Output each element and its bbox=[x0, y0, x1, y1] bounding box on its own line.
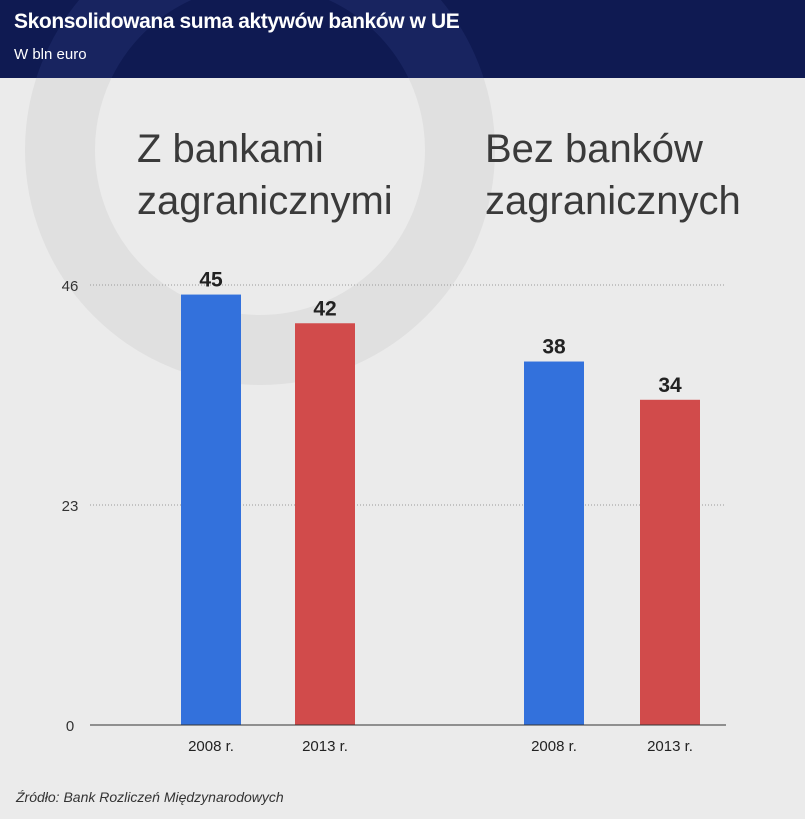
x-axis-labels: 2008 r. 2013 r. 2008 r. 2013 r. bbox=[188, 738, 693, 755]
y-axis-ticks: 0 23 46 bbox=[62, 278, 79, 735]
bars: 45 42 38 34 bbox=[181, 269, 700, 725]
y-tick-label: 0 bbox=[66, 718, 74, 735]
chart-header: Skonsolidowana suma aktywów banków w UE … bbox=[0, 0, 805, 78]
chart-title: Skonsolidowana suma aktywów banków w UE bbox=[14, 10, 460, 33]
group-title-line: Bez banków bbox=[485, 127, 703, 171]
group-title-line: zagranicznymi bbox=[137, 179, 393, 223]
x-category-label: 2013 r. bbox=[647, 738, 693, 755]
source-note: Źródło: Bank Rozliczeń Międzynarodowych bbox=[16, 789, 284, 805]
x-category-label: 2008 r. bbox=[188, 738, 234, 755]
bar bbox=[524, 361, 584, 725]
bar-value-label: 42 bbox=[313, 297, 336, 320]
y-tick-label: 46 bbox=[62, 278, 79, 295]
group-title-line: Z bankami bbox=[137, 127, 324, 171]
bar-value-label: 45 bbox=[199, 269, 223, 292]
watermark-ring bbox=[25, 78, 495, 385]
y-tick-label: 23 bbox=[62, 498, 79, 515]
bar bbox=[640, 399, 700, 725]
group-title-line: zagranicznych bbox=[485, 179, 741, 223]
x-category-label: 2013 r. bbox=[302, 738, 348, 755]
group-titles: Z bankami zagranicznymi Bez banków zagranic… bbox=[137, 127, 741, 223]
x-category-label: 2008 r. bbox=[531, 738, 577, 755]
chart-subtitle: W bln euro bbox=[14, 46, 87, 63]
bar-value-label: 38 bbox=[542, 336, 566, 359]
bar bbox=[295, 323, 355, 725]
bar-value-label: 34 bbox=[658, 374, 682, 397]
bar-chart: 0 23 46 Z bankami zagranicznymi Bez banków za… bbox=[25, 78, 741, 755]
bar bbox=[181, 294, 241, 725]
